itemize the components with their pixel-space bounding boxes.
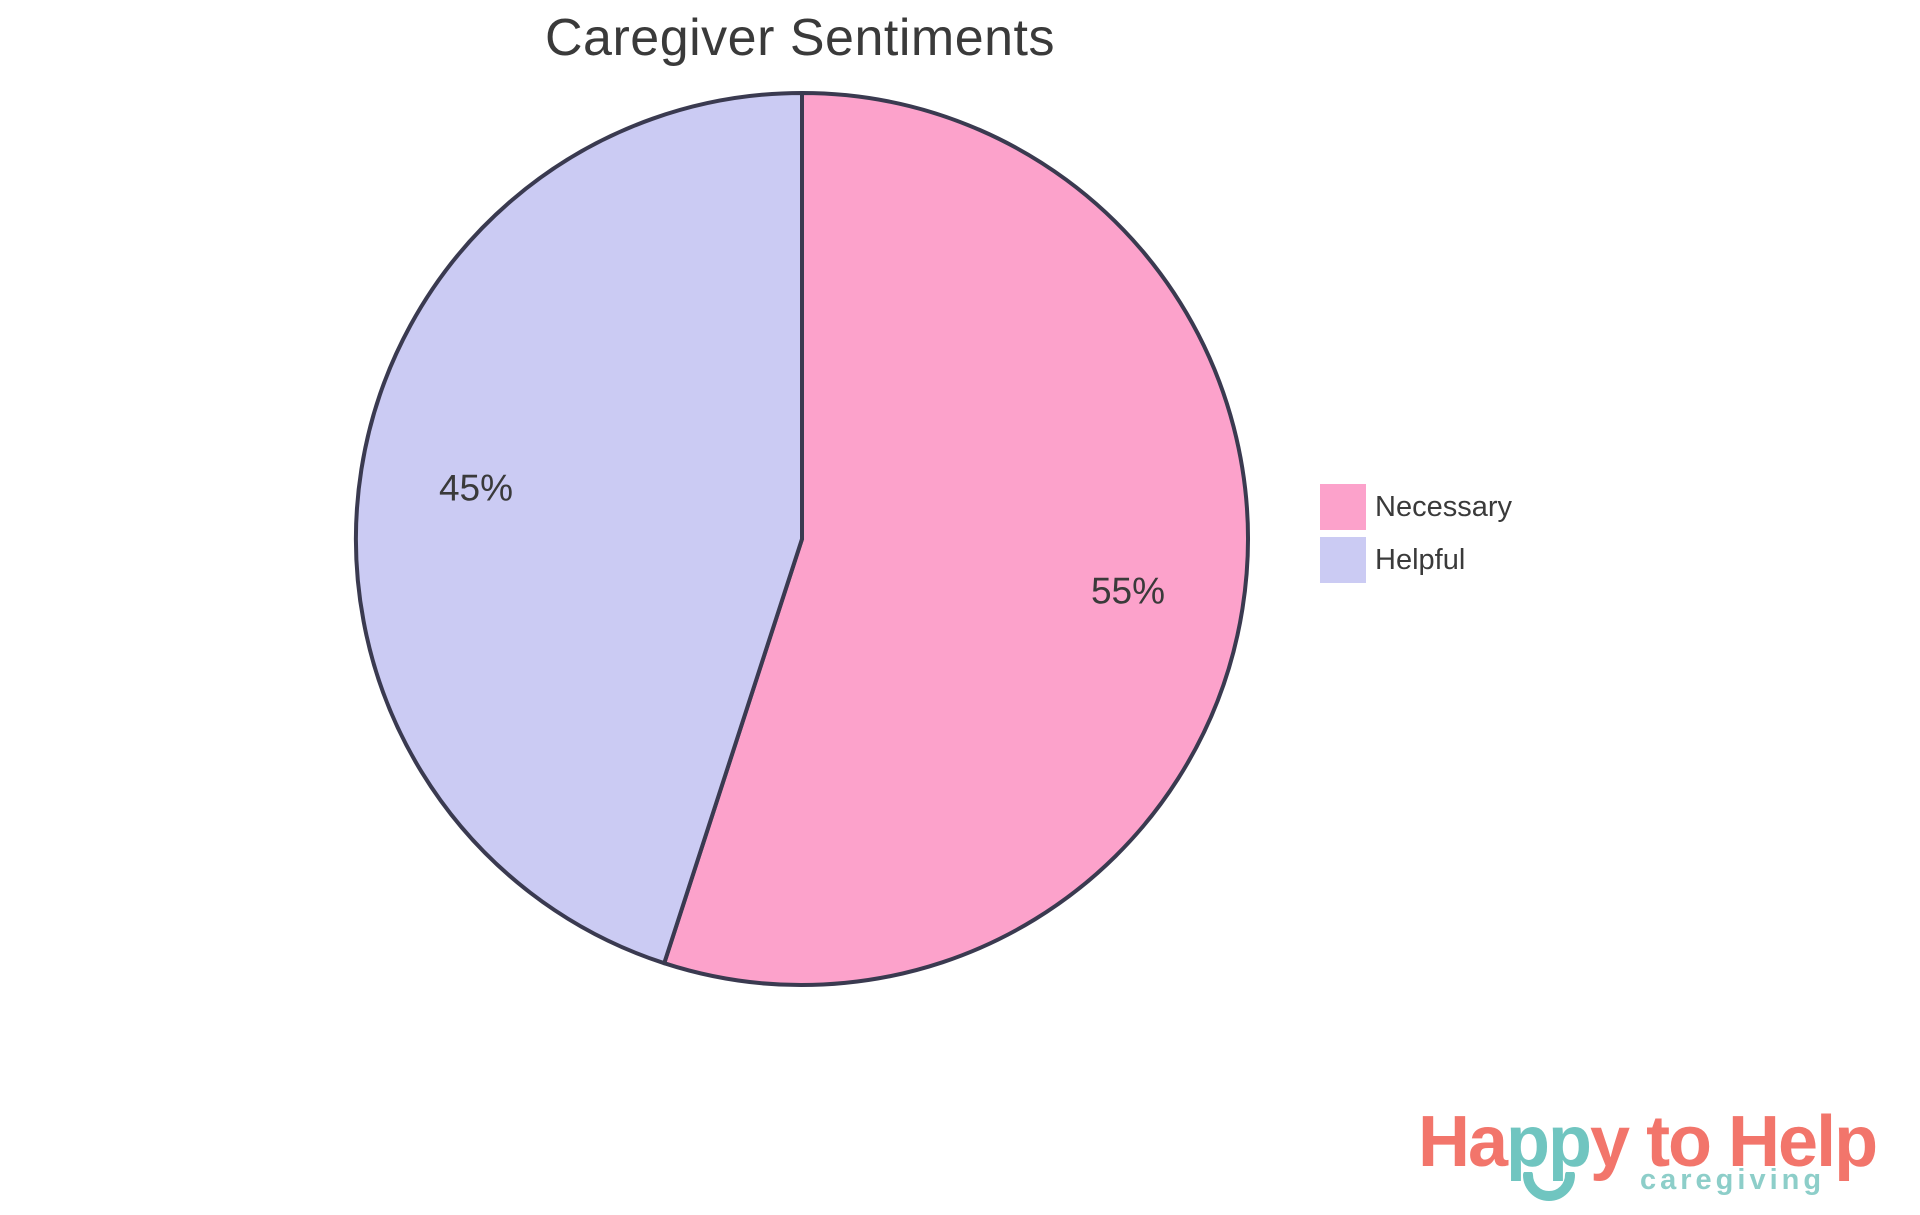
legend-item-helpful[interactable]: Helpful xyxy=(1320,537,1512,583)
chart-title: Caregiver Sentiments xyxy=(545,9,1055,67)
logo-word-ha: Ha xyxy=(1418,1102,1508,1182)
legend-label: Necessary xyxy=(1375,491,1512,523)
smile-icon xyxy=(1523,1172,1575,1201)
happy-to-help-logo: Happy to Help caregiving xyxy=(1418,1100,1888,1212)
pie-slice-necessary[interactable] xyxy=(662,91,1250,987)
logo-wordmark: Happy to Help xyxy=(1418,1106,1878,1178)
legend: Necessary Helpful xyxy=(1320,484,1512,583)
legend-swatch-helpful xyxy=(1320,537,1366,583)
pie-slice-helpful[interactable] xyxy=(353,91,804,966)
logo-word-rest: y to Help xyxy=(1590,1102,1878,1182)
pie-percent-label-necessary: 55% xyxy=(1091,571,1165,612)
legend-label: Helpful xyxy=(1375,544,1466,576)
logo-word-pp: pp xyxy=(1506,1102,1592,1182)
logo-subtitle: caregiving xyxy=(1640,1164,1826,1196)
pie-percent-label-helpful: 45% xyxy=(439,467,513,508)
legend-swatch-necessary xyxy=(1320,484,1366,530)
legend-item-necessary[interactable]: Necessary xyxy=(1320,484,1512,530)
